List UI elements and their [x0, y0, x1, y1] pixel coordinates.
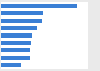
Bar [1, 4, 77, 8]
Bar [1, 19, 42, 23]
Bar [1, 26, 37, 30]
Bar [1, 63, 21, 67]
Bar [1, 33, 32, 38]
Bar [1, 56, 30, 60]
Bar [1, 48, 30, 52]
Bar [1, 11, 42, 15]
Bar [1, 41, 31, 45]
